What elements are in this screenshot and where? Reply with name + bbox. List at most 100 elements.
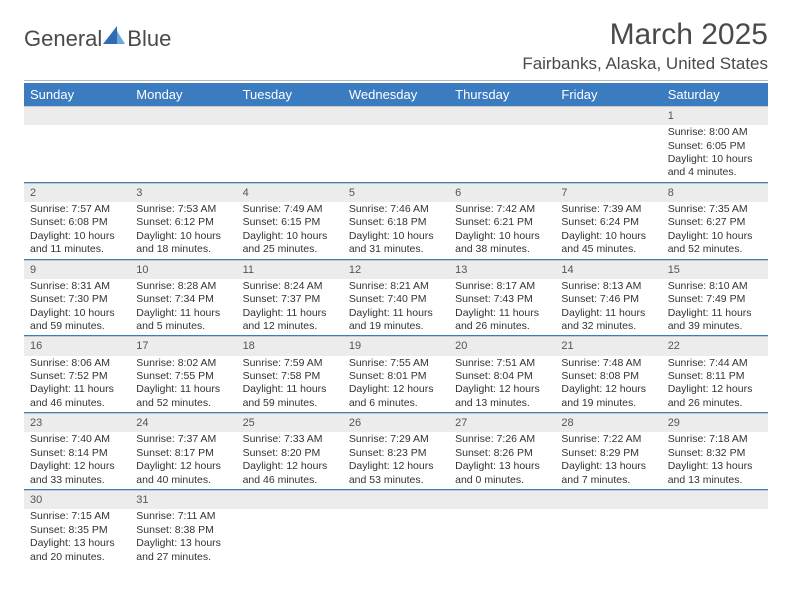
daylight-line: Daylight: 10 hours and 18 minutes. <box>136 230 230 257</box>
day-cell <box>555 490 661 566</box>
daylight-line: Daylight: 12 hours and 46 minutes. <box>243 460 337 487</box>
daylight-line: Daylight: 10 hours and 11 minutes. <box>30 230 124 257</box>
sunset-line: Sunset: 8:17 PM <box>136 447 230 460</box>
day-body: Sunrise: 7:55 AMSunset: 8:01 PMDaylight:… <box>343 356 449 413</box>
sunset-line: Sunset: 8:20 PM <box>243 447 337 460</box>
daylight-line: Daylight: 10 hours and 45 minutes. <box>561 230 655 257</box>
day-number: 28 <box>555 414 661 432</box>
daylight-line: Daylight: 13 hours and 13 minutes. <box>668 460 762 487</box>
weekday-header: Sunday <box>24 83 130 106</box>
weekday-header: Saturday <box>662 83 768 106</box>
day-body: Sunrise: 8:28 AMSunset: 7:34 PMDaylight:… <box>130 279 236 336</box>
daylight-line: Daylight: 12 hours and 19 minutes. <box>561 383 655 410</box>
sunset-line: Sunset: 8:14 PM <box>30 447 124 460</box>
day-cell: 16Sunrise: 8:06 AMSunset: 7:52 PMDayligh… <box>24 336 130 413</box>
day-body: Sunrise: 7:39 AMSunset: 6:24 PMDaylight:… <box>555 202 661 259</box>
daylight-line: Daylight: 11 hours and 39 minutes. <box>668 307 762 334</box>
sunrise-line: Sunrise: 7:53 AM <box>136 203 230 216</box>
day-number: 29 <box>662 414 768 432</box>
day-cell <box>662 490 768 566</box>
sunset-line: Sunset: 6:21 PM <box>455 216 549 229</box>
week-row: 1Sunrise: 8:00 AMSunset: 6:05 PMDaylight… <box>24 106 768 182</box>
daylight-line: Daylight: 11 hours and 26 minutes. <box>455 307 549 334</box>
sunset-line: Sunset: 7:37 PM <box>243 293 337 306</box>
daylight-line: Daylight: 13 hours and 7 minutes. <box>561 460 655 487</box>
sunrise-line: Sunrise: 8:06 AM <box>30 357 124 370</box>
day-number: 7 <box>555 184 661 202</box>
day-cell: 7Sunrise: 7:39 AMSunset: 6:24 PMDaylight… <box>555 182 661 259</box>
day-cell: 5Sunrise: 7:46 AMSunset: 6:18 PMDaylight… <box>343 182 449 259</box>
sunrise-line: Sunrise: 7:55 AM <box>349 357 443 370</box>
month-title: March 2025 <box>522 18 768 52</box>
day-number: 2 <box>24 184 130 202</box>
daylight-line: Daylight: 10 hours and 59 minutes. <box>30 307 124 334</box>
sunrise-line: Sunrise: 7:18 AM <box>668 433 762 446</box>
daylight-line: Daylight: 12 hours and 13 minutes. <box>455 383 549 410</box>
day-body: Sunrise: 7:35 AMSunset: 6:27 PMDaylight:… <box>662 202 768 259</box>
day-number: 19 <box>343 337 449 355</box>
day-cell: 30Sunrise: 7:15 AMSunset: 8:35 PMDayligh… <box>24 490 130 566</box>
day-number: 11 <box>237 261 343 279</box>
sunset-line: Sunset: 7:49 PM <box>668 293 762 306</box>
day-cell <box>449 106 555 182</box>
header: General Blue March 2025 Fairbanks, Alask… <box>24 18 768 74</box>
sunset-line: Sunset: 6:27 PM <box>668 216 762 229</box>
day-body: Sunrise: 8:00 AMSunset: 6:05 PMDaylight:… <box>662 125 768 182</box>
daylight-line: Daylight: 11 hours and 19 minutes. <box>349 307 443 334</box>
daylight-line: Daylight: 13 hours and 0 minutes. <box>455 460 549 487</box>
day-cell <box>555 106 661 182</box>
week-row: 23Sunrise: 7:40 AMSunset: 8:14 PMDayligh… <box>24 413 768 490</box>
location: Fairbanks, Alaska, United States <box>522 54 768 74</box>
day-body: Sunrise: 8:06 AMSunset: 7:52 PMDaylight:… <box>24 356 130 413</box>
day-number: 6 <box>449 184 555 202</box>
logo-triangle-icon <box>103 24 125 50</box>
day-number: 21 <box>555 337 661 355</box>
day-cell: 3Sunrise: 7:53 AMSunset: 6:12 PMDaylight… <box>130 182 236 259</box>
sunrise-line: Sunrise: 8:00 AM <box>668 126 762 139</box>
sunrise-line: Sunrise: 7:11 AM <box>136 510 230 523</box>
day-cell <box>343 490 449 566</box>
day-body: Sunrise: 7:40 AMSunset: 8:14 PMDaylight:… <box>24 432 130 489</box>
daylight-line: Daylight: 12 hours and 53 minutes. <box>349 460 443 487</box>
day-number: 8 <box>662 184 768 202</box>
day-number: 30 <box>24 491 130 509</box>
sunrise-line: Sunrise: 8:24 AM <box>243 280 337 293</box>
day-number: 4 <box>237 184 343 202</box>
sunset-line: Sunset: 8:11 PM <box>668 370 762 383</box>
sunrise-line: Sunrise: 7:37 AM <box>136 433 230 446</box>
day-number: 9 <box>24 261 130 279</box>
day-body: Sunrise: 7:49 AMSunset: 6:15 PMDaylight:… <box>237 202 343 259</box>
day-cell <box>449 490 555 566</box>
day-body: Sunrise: 7:53 AMSunset: 6:12 PMDaylight:… <box>130 202 236 259</box>
day-cell: 22Sunrise: 7:44 AMSunset: 8:11 PMDayligh… <box>662 336 768 413</box>
day-cell: 23Sunrise: 7:40 AMSunset: 8:14 PMDayligh… <box>24 413 130 490</box>
daylight-line: Daylight: 10 hours and 4 minutes. <box>668 153 762 180</box>
day-body: Sunrise: 7:15 AMSunset: 8:35 PMDaylight:… <box>24 509 130 566</box>
sunset-line: Sunset: 8:35 PM <box>30 524 124 537</box>
logo-text-2: Blue <box>127 26 171 52</box>
weekday-header-row: Sunday Monday Tuesday Wednesday Thursday… <box>24 83 768 106</box>
day-cell: 8Sunrise: 7:35 AMSunset: 6:27 PMDaylight… <box>662 182 768 259</box>
day-cell: 17Sunrise: 8:02 AMSunset: 7:55 PMDayligh… <box>130 336 236 413</box>
sunset-line: Sunset: 6:08 PM <box>30 216 124 229</box>
sunset-line: Sunset: 7:52 PM <box>30 370 124 383</box>
daylight-line: Daylight: 10 hours and 31 minutes. <box>349 230 443 257</box>
day-cell: 6Sunrise: 7:42 AMSunset: 6:21 PMDaylight… <box>449 182 555 259</box>
day-body: Sunrise: 7:57 AMSunset: 6:08 PMDaylight:… <box>24 202 130 259</box>
sunrise-line: Sunrise: 7:46 AM <box>349 203 443 216</box>
day-body: Sunrise: 7:22 AMSunset: 8:29 PMDaylight:… <box>555 432 661 489</box>
sunrise-line: Sunrise: 7:42 AM <box>455 203 549 216</box>
calendar-table: Sunday Monday Tuesday Wednesday Thursday… <box>24 83 768 566</box>
sunrise-line: Sunrise: 7:44 AM <box>668 357 762 370</box>
weekday-header: Monday <box>130 83 236 106</box>
sunrise-line: Sunrise: 7:35 AM <box>668 203 762 216</box>
day-cell <box>237 106 343 182</box>
day-body: Sunrise: 7:11 AMSunset: 8:38 PMDaylight:… <box>130 509 236 566</box>
day-cell: 4Sunrise: 7:49 AMSunset: 6:15 PMDaylight… <box>237 182 343 259</box>
sunset-line: Sunset: 8:04 PM <box>455 370 549 383</box>
day-body: Sunrise: 7:44 AMSunset: 8:11 PMDaylight:… <box>662 356 768 413</box>
day-body: Sunrise: 8:10 AMSunset: 7:49 PMDaylight:… <box>662 279 768 336</box>
day-cell <box>24 106 130 182</box>
day-body: Sunrise: 7:59 AMSunset: 7:58 PMDaylight:… <box>237 356 343 413</box>
sunset-line: Sunset: 8:23 PM <box>349 447 443 460</box>
